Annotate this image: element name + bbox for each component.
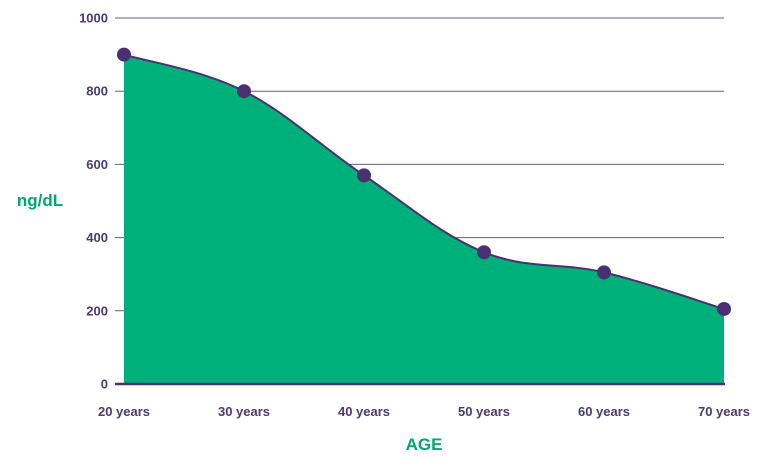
data-point-30-years bbox=[237, 84, 251, 99]
series-line bbox=[123, 53, 725, 310]
data-point-20-years bbox=[117, 47, 131, 62]
x-axis-label: AGE bbox=[406, 435, 443, 454]
y-tick-label: 800 bbox=[86, 84, 108, 99]
data-point-70-years bbox=[717, 301, 731, 316]
x-tick-label: 20 years bbox=[98, 404, 150, 419]
x-tick-label: 30 years bbox=[218, 404, 270, 419]
y-tick-labels: 0 200 400 600 800 1000 bbox=[79, 11, 108, 392]
area-layer bbox=[123, 53, 725, 384]
y-tick-label: 200 bbox=[86, 303, 108, 318]
x-tick-label: 40 years bbox=[338, 404, 390, 419]
data-point-50-years bbox=[477, 245, 491, 260]
x-tick-label: 70 years bbox=[698, 404, 750, 419]
y-tick-label: 1000 bbox=[79, 11, 108, 26]
area-fill bbox=[124, 54, 724, 384]
x-tick-labels: 20 years 30 years 40 years 50 years 60 years… bbox=[98, 404, 750, 419]
x-tick-label: 60 years bbox=[578, 404, 630, 419]
data-markers bbox=[117, 47, 731, 316]
y-tick-label: 600 bbox=[86, 157, 108, 172]
data-point-60-years bbox=[597, 265, 611, 280]
y-tick-label: 0 bbox=[101, 377, 108, 392]
y-tick-label: 400 bbox=[86, 230, 108, 245]
x-tick-label: 50 years bbox=[458, 404, 510, 419]
data-point-40-years bbox=[357, 168, 371, 183]
y-axis-label: ng/dL bbox=[17, 191, 63, 210]
